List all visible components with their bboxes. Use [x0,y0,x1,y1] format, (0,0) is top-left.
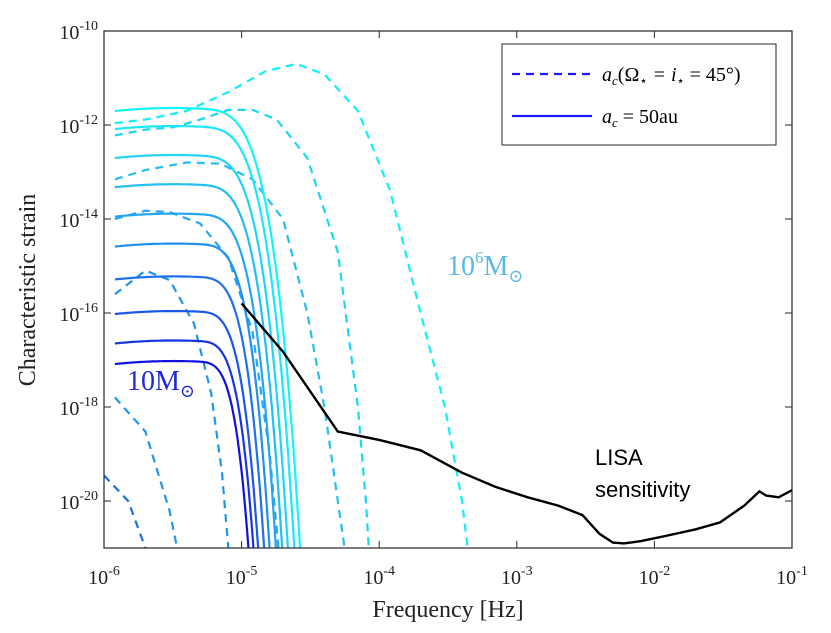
lisa-sensitivity-curve [240,302,792,545]
x-tick-label: 10-3 [501,564,533,589]
solid-series-6 [114,183,284,548]
legend: ac(Ω⋆ = i⋆ = 45°) ac = 50au [501,43,777,146]
x-tick-label: 10-1 [776,564,808,589]
tick-layer: 10-6 10-5 10-4 10-3 10-2 10-1 10-10 10-12 10-14 1… [59,19,808,589]
x-tick-label: 10-2 [639,564,671,589]
dashed-series-1 [114,396,179,548]
solid-series-8 [114,124,296,548]
solid-series-4 [114,242,271,548]
y-tick-label: 10-18 [59,395,98,420]
y-tick-label: 10-20 [59,489,98,514]
legend-label-dashed: ac(Ω⋆ = i⋆ = 45°) [602,64,741,88]
solid-series-0 [114,359,250,548]
x-tick-label: 10-5 [226,564,258,589]
x-tick-label: 10-4 [363,564,395,589]
solid-series-7 [114,153,289,548]
plot-frame [103,30,793,549]
legend-box [501,43,777,146]
lisa-label-line2: sensitivity [595,477,690,502]
y-tick-label: 10-12 [59,113,98,138]
dashed-series-4 [114,161,346,548]
x-axis-label: Frequency [Hz] [372,597,523,623]
dashed-series-0 [104,474,147,548]
y-tick-label: 10-14 [59,207,98,232]
solid-series-2 [114,310,260,548]
x-tick-label: 10-6 [88,564,120,589]
legend-label-solid: ac = 50au [602,106,678,130]
solid-series-9 [114,106,302,548]
annotation-1e6-msun: 106M⊙ [447,248,524,286]
lisa-label-line1: LISA [595,445,643,470]
dashed-series-2 [114,269,230,548]
annotation-10-msun: 10M⊙ [127,366,195,401]
y-tick-label: 10-16 [59,301,98,326]
dashed-series-6 [114,62,469,548]
y-tick-label: 10-10 [59,19,98,44]
series-layer [104,62,792,548]
solid-series-5 [114,212,277,548]
y-axis-label: Characteristic strain [15,194,41,387]
solid-series-3 [114,275,266,548]
solid-series-1 [114,339,255,548]
